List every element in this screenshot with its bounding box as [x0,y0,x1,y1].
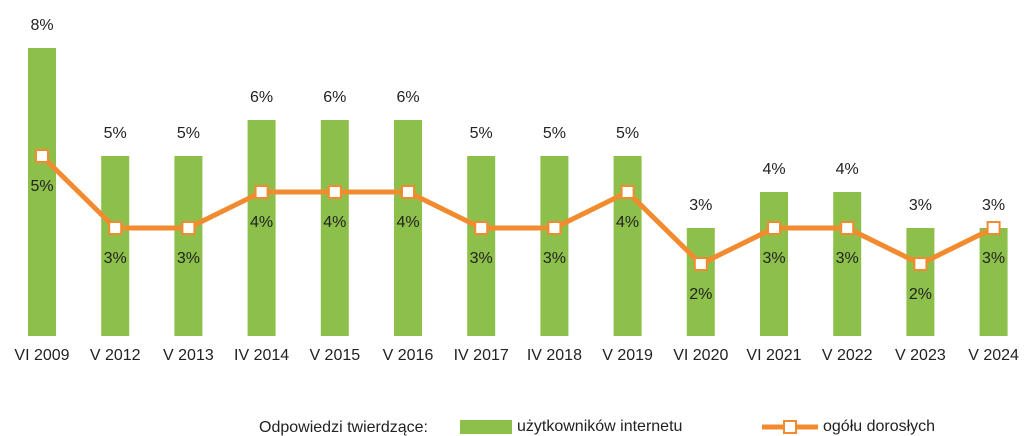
bar [320,120,349,336]
bar [760,192,788,336]
bar-label: 6% [250,89,273,106]
bar-label: 5% [177,125,200,142]
line-label: 3% [762,250,785,267]
bar [686,228,715,336]
bar-label: 4% [836,161,859,178]
line-marker [35,149,49,163]
line-label: 3% [543,250,566,267]
line-label: 2% [909,286,932,303]
x-tick-label: VI 2020 [673,347,728,364]
line-label: 4% [616,214,639,231]
line [40,154,995,268]
legend-marker [783,420,797,434]
line-label: 3% [836,250,859,267]
bar [613,156,642,336]
line-marker [181,221,196,235]
line-label: 3% [470,250,493,267]
legend-title: Odpowiedzi twierdzące: [259,419,428,436]
bar-label: 5% [543,125,566,142]
bar [906,228,935,336]
line-marker [108,221,123,235]
x-tick-label: V 2023 [895,347,946,364]
bar-label: 3% [689,197,712,214]
x-tick-label: V 2024 [968,347,1019,364]
legend-label: ogółu dorosłych [823,418,935,435]
line-label: 3% [982,250,1005,267]
line-marker [767,221,781,235]
bar-label: 3% [982,197,1005,214]
line-marker [693,257,708,271]
bar-label: 3% [909,197,932,214]
x-tick-label: IV 2018 [527,347,582,364]
x-tick-label: V 2016 [383,347,434,364]
x-tick-label: VI 2021 [746,347,801,364]
line-label: 3% [104,250,127,267]
bar-label: 4% [762,161,785,178]
x-tick-label: IV 2014 [234,347,289,364]
line-marker [913,257,928,271]
line-marker [327,185,342,199]
bar [174,156,203,336]
legend-swatch [460,420,512,434]
bar-label: 5% [616,125,639,142]
bar [394,120,422,336]
bar [467,156,496,336]
bar [247,120,276,336]
bar-label: 8% [30,17,53,34]
bar [28,48,56,336]
bar [540,156,569,336]
bar-label: 6% [396,89,419,106]
bar [101,156,130,336]
line-label: 4% [396,214,419,231]
bar [833,192,862,336]
x-tick-label: V 2022 [822,347,873,364]
line-marker [840,221,855,235]
legend-label: użytkowników internetu [517,418,682,435]
x-tick-label: V 2015 [309,347,360,364]
line-label: 4% [250,214,273,231]
bar-label: 5% [470,125,493,142]
line-marker [620,185,635,199]
line-label: 5% [30,178,53,195]
line-marker [547,221,562,235]
line-marker [401,185,415,199]
line-label: 2% [689,286,712,303]
bar-label: 6% [323,89,346,106]
line-marker [986,221,1001,235]
x-tick-label: IV 2017 [454,347,509,364]
x-tick-label: V 2019 [602,347,653,364]
x-tick-label: VI 2009 [14,347,69,364]
bar [979,228,1008,336]
line-label: 3% [177,250,200,267]
line-marker [474,221,489,235]
line-label: 4% [323,214,346,231]
x-tick-label: V 2012 [90,347,141,364]
bar-label: 5% [104,125,127,142]
line-marker [254,185,269,199]
x-tick-label: V 2013 [163,347,214,364]
